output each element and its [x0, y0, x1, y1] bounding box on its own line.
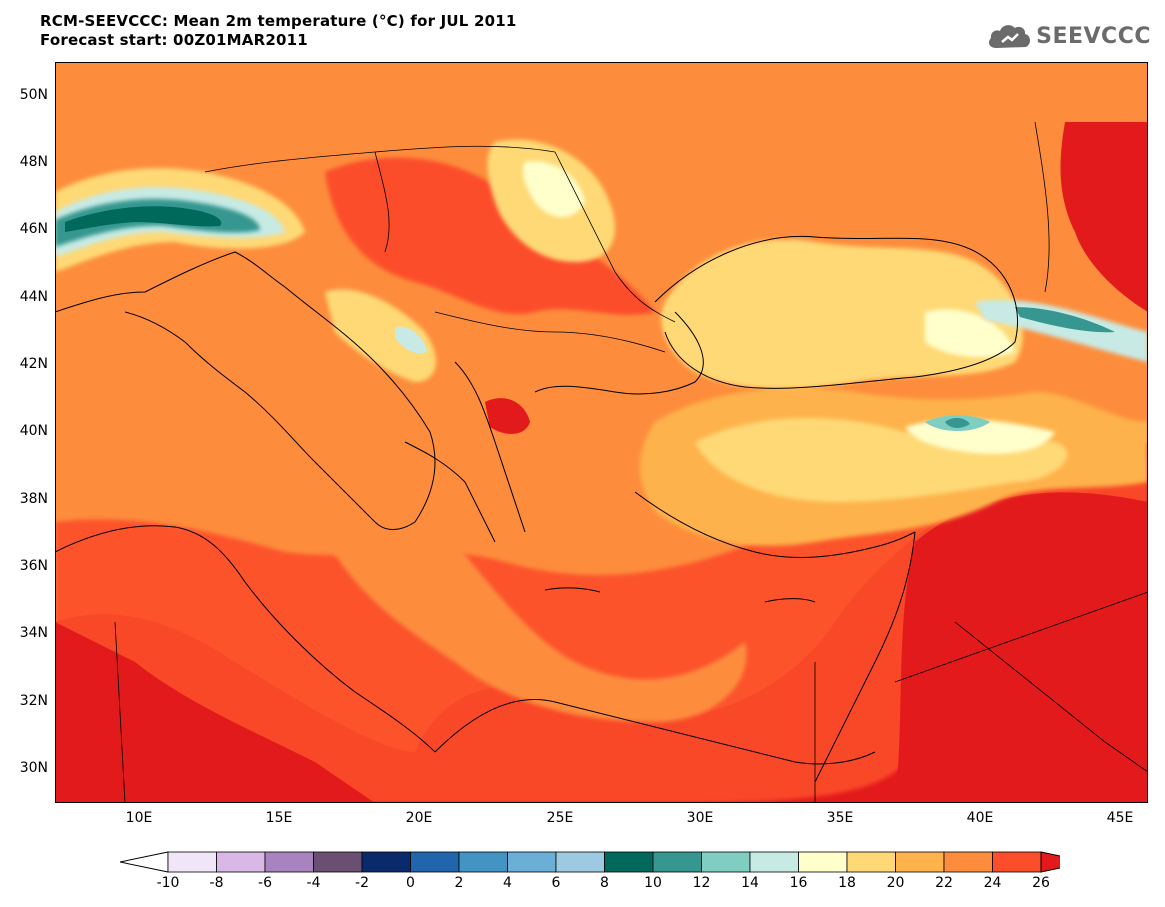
colorbar-tick-label: -4 — [306, 875, 321, 891]
colorbar-over-triangle — [1040, 851, 1090, 873]
colorbar-tick-label: 24 — [983, 875, 1002, 891]
region-hot-east — [1060, 122, 1148, 312]
colorbar-tick-label: -10 — [156, 875, 180, 891]
lat-label-40n: 40N — [19, 423, 48, 439]
colorbar-swatch — [604, 851, 654, 873]
lon-label-30e: 30E — [686, 810, 714, 826]
colorbar-under-triangle — [119, 851, 169, 873]
colorbar — [119, 851, 1090, 877]
region-24-26-hungary — [325, 157, 655, 315]
colorbar-tick-label: 26 — [1032, 875, 1050, 891]
lat-label-42n: 42N — [19, 356, 48, 372]
borders — [114, 121, 1148, 803]
colorbar-tick-label: 8 — [600, 875, 609, 891]
region-14-16-dinaric — [395, 326, 427, 354]
colorbar-tick-label: 4 — [503, 875, 512, 891]
colorbar-tick-label: -8 — [209, 875, 224, 891]
lat-label-44n: 44N — [19, 289, 48, 305]
region-18-20-dinaric — [325, 289, 436, 382]
lat-label-50n: 50N — [19, 87, 48, 103]
colorbar-swatch — [507, 851, 557, 873]
region-18-20-blacksea — [661, 239, 1023, 389]
colorbar-tick-label: 12 — [692, 875, 711, 891]
colorbar-swatches — [119, 851, 1090, 873]
lat-label-38n: 38N — [19, 491, 48, 507]
region-hot-greece — [485, 398, 530, 434]
colorbar-tick-label: 18 — [838, 875, 856, 891]
lat-label-36n: 36N — [19, 558, 48, 574]
region-16-18-blacksea — [925, 309, 1015, 358]
colorbar-tick-label: 16 — [789, 875, 808, 891]
colorbar-tick-label: -2 — [355, 875, 369, 891]
colorbar-tick-label: 10 — [644, 875, 662, 891]
lon-label-35e: 35E — [826, 810, 854, 826]
colorbar-swatch — [749, 851, 799, 873]
lat-label-30n: 30N — [19, 760, 48, 776]
lat-label-34n: 34N — [19, 625, 48, 641]
region-hot-arabia — [895, 492, 1148, 803]
logo-text: SEEVCCC — [1036, 23, 1151, 49]
colorbar-tick-label: 20 — [886, 875, 905, 891]
temperature-map — [55, 62, 1148, 803]
colorbar-swatch — [410, 851, 460, 873]
colorbar-swatch — [458, 851, 508, 873]
coastlines — [55, 235, 1019, 783]
lon-label-15e: 15E — [265, 810, 293, 826]
map-title: RCM-SEEVCCC: Mean 2m temperature (°C) fo… — [40, 12, 517, 50]
colorbar-tick-label: 22 — [935, 875, 953, 891]
region-8-10-alps — [65, 206, 222, 232]
colorbar-swatch — [216, 851, 266, 873]
colorbar-swatch — [701, 851, 751, 873]
colorbar-swatch — [895, 851, 945, 873]
region-14-16-caucasus — [975, 299, 1148, 362]
map-canvas — [55, 62, 1148, 803]
colorbar-tick-label: 14 — [741, 875, 759, 891]
colorbar-tick-label: -6 — [258, 875, 272, 891]
colorbar-swatch — [167, 851, 217, 873]
lon-label-45e: 45E — [1106, 810, 1134, 826]
region-16-18-carpathians — [523, 161, 585, 217]
colorbar-swatch — [313, 851, 363, 873]
colorbar-swatch — [361, 851, 411, 873]
region-10-12-anatolia — [945, 418, 970, 428]
colorbar-swatch — [846, 851, 896, 873]
seevccc-logo: SEEVCCC — [986, 18, 1151, 54]
lat-label-48n: 48N — [19, 154, 48, 170]
lon-label-40e: 40E — [966, 810, 994, 826]
colorbar-tick-label: 6 — [551, 875, 561, 891]
colorbar-swatch — [992, 851, 1042, 873]
colorbar-swatch — [555, 851, 605, 873]
colorbar-tick-label: 2 — [454, 875, 464, 891]
map-border — [55, 62, 1148, 803]
colorbar-swatch — [798, 851, 848, 873]
lon-label-25e: 25E — [546, 810, 574, 826]
cloud-icon — [989, 25, 1031, 48]
title-line-1: RCM-SEEVCCC: Mean 2m temperature (°C) fo… — [40, 12, 517, 30]
colorbar-swatch — [943, 851, 993, 873]
region-10-12-caucasus — [1015, 307, 1115, 333]
colorbar-swatch — [264, 851, 314, 873]
region-hot-libya — [55, 622, 375, 803]
title-line-2: Forecast start: 00Z01MAR2011 — [40, 31, 308, 49]
region-18-20-anatolia — [695, 418, 1068, 502]
colorbar-swatch — [652, 851, 702, 873]
lat-label-32n: 32N — [19, 693, 48, 709]
colorbar-tick-label: 0 — [406, 875, 415, 891]
lon-label-20e: 20E — [405, 810, 433, 826]
lon-label-10e: 10E — [125, 810, 153, 826]
region-22-24-sea — [305, 489, 747, 722]
lat-label-46n: 46N — [19, 221, 48, 237]
